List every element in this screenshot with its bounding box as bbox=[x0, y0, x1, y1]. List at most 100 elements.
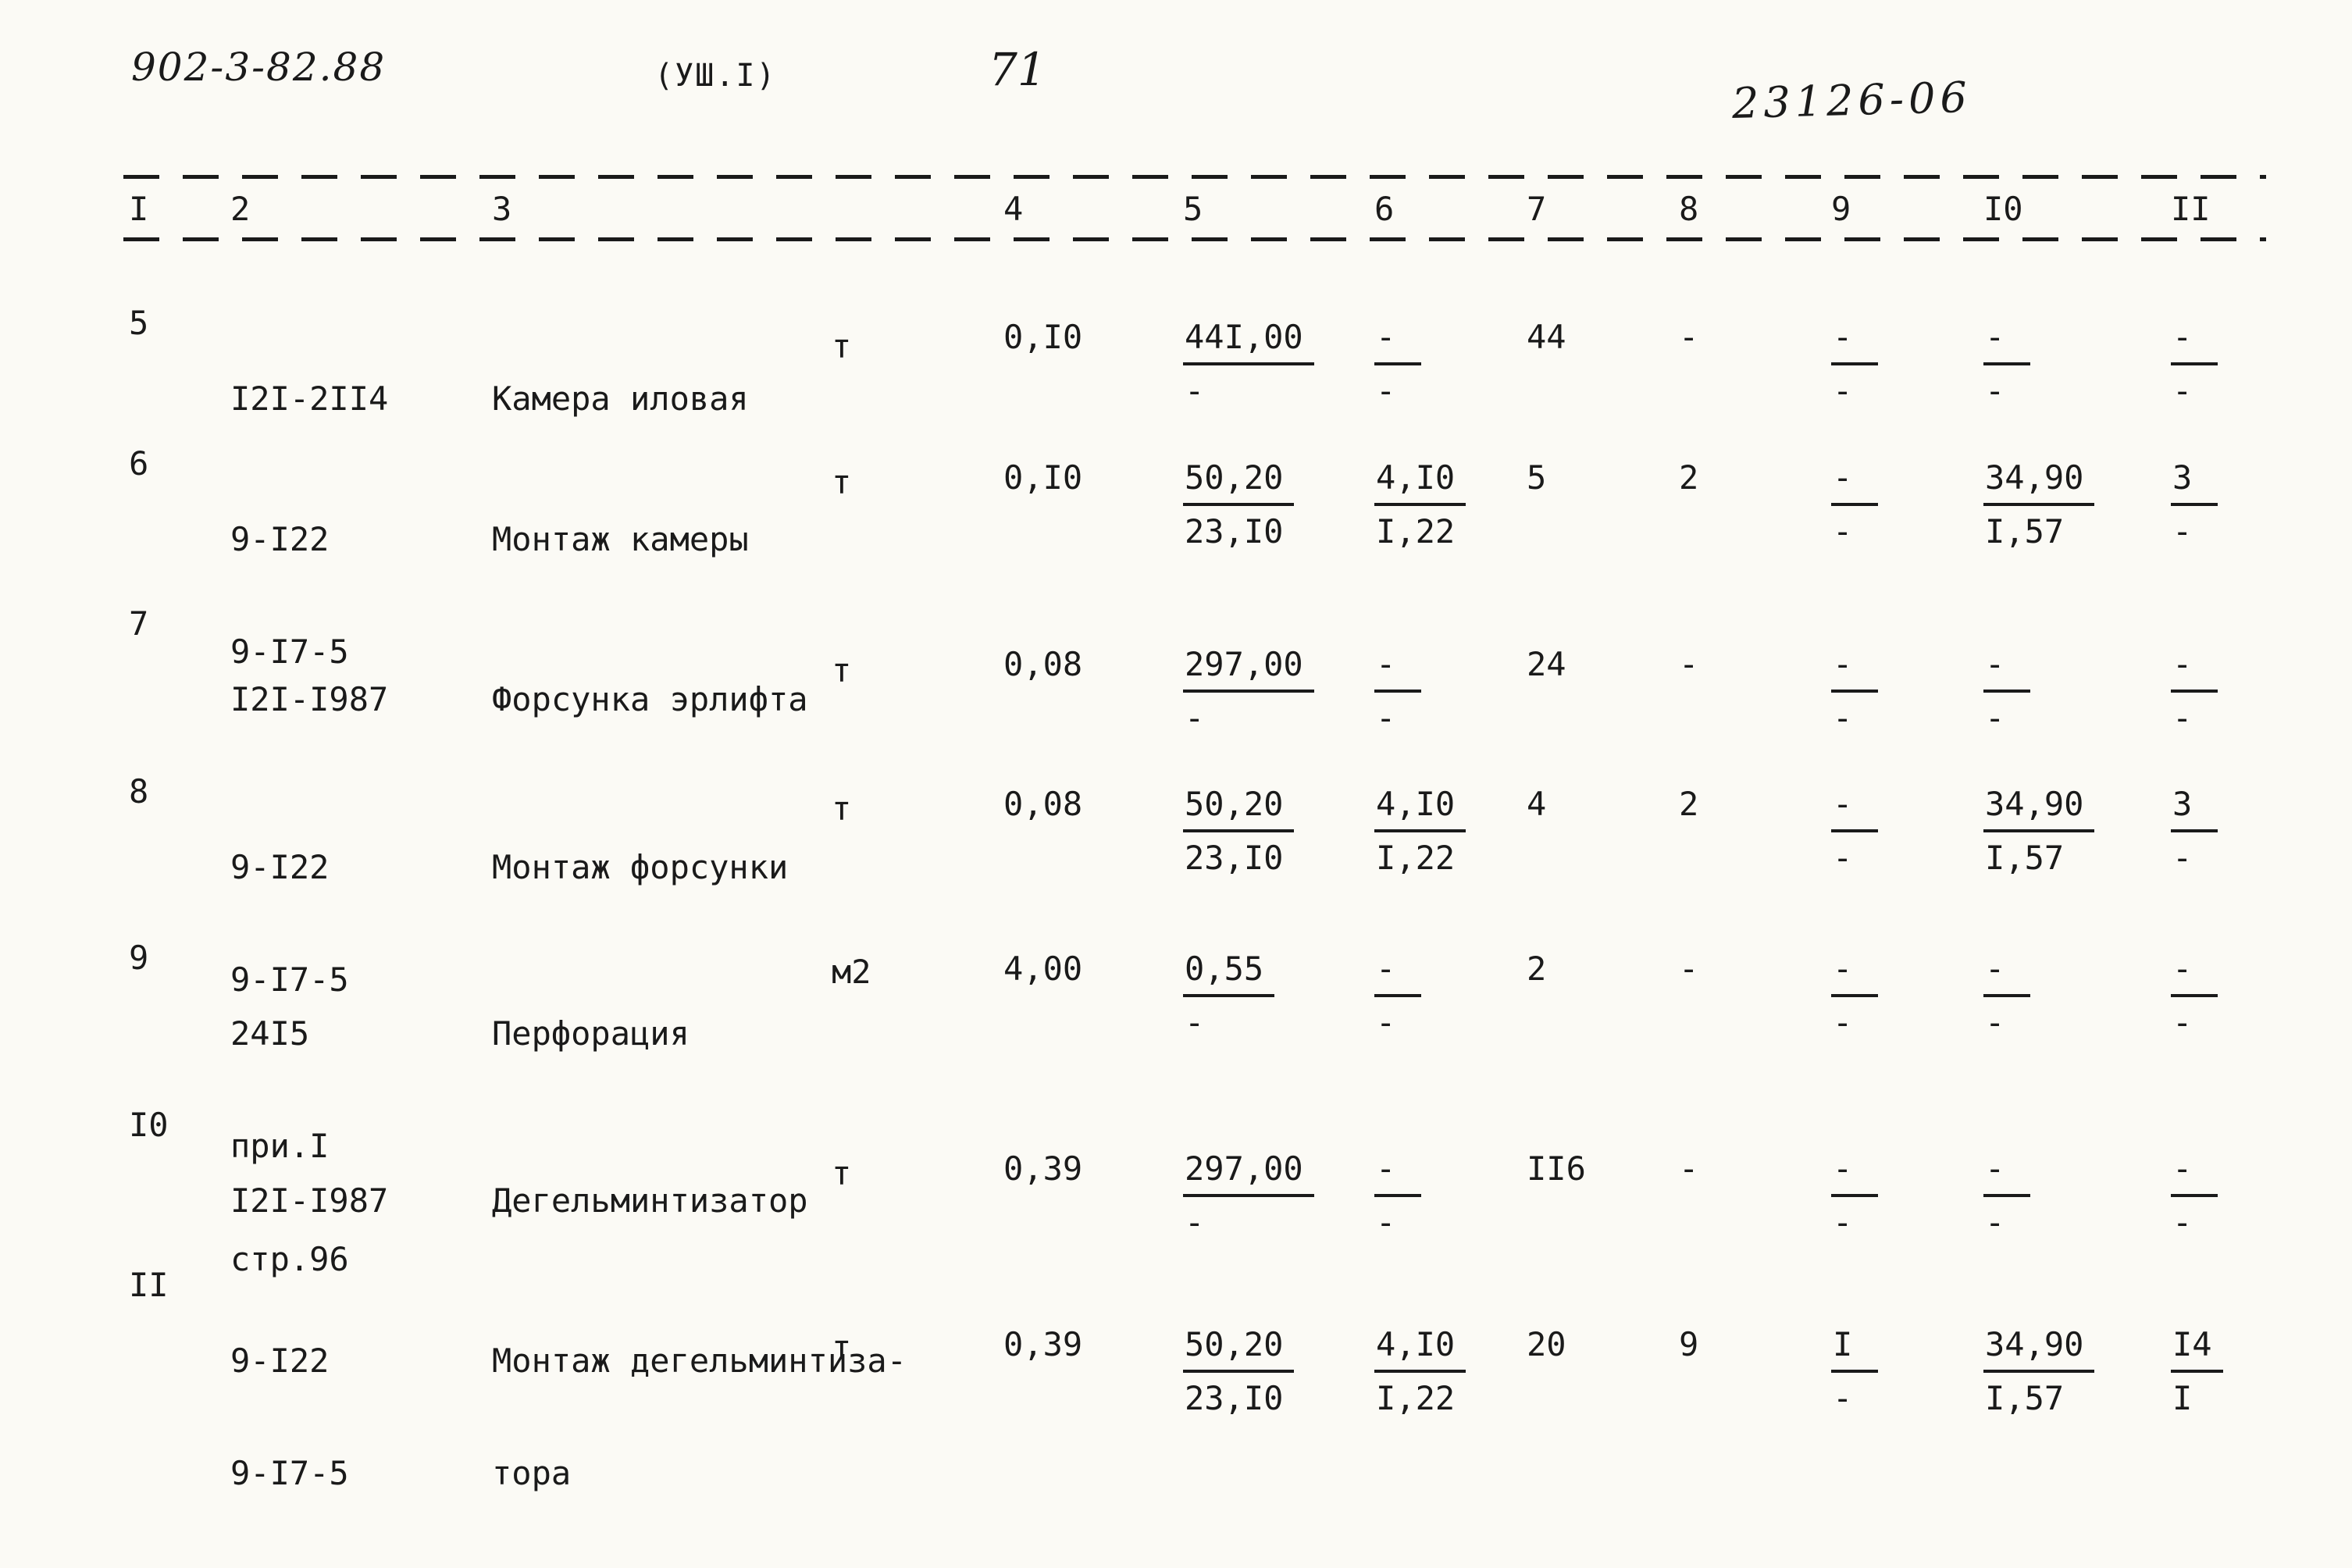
value-fraction: -- bbox=[1983, 1149, 2030, 1242]
quantity: 0,39 bbox=[1003, 1149, 1083, 1188]
fraction-top: - bbox=[1831, 645, 1878, 693]
cell-col8: - bbox=[1679, 645, 1699, 683]
fraction-top: - bbox=[1831, 1149, 1878, 1198]
cell-col11: -- bbox=[2171, 645, 2218, 738]
fraction-top: 34,90 bbox=[1983, 785, 2095, 833]
work-name-line: тора bbox=[492, 1454, 572, 1493]
cell-col6: -- bbox=[1374, 1149, 1421, 1242]
fraction-bottom: - bbox=[1833, 1203, 1853, 1242]
cell-col10: 34,90 I,57 bbox=[1983, 458, 2095, 551]
value-fraction: 3- bbox=[2171, 458, 2218, 551]
fraction-top: - bbox=[2171, 318, 2218, 366]
cell-col6: -- bbox=[1374, 318, 1421, 411]
work-name: Форсунка эрлифта bbox=[492, 605, 808, 793]
estimate-code-line: I2I-I987 bbox=[230, 679, 389, 718]
work-name-line: Дегельминтизатор bbox=[492, 1181, 808, 1220]
document-number: 902-3-82.88 bbox=[131, 45, 387, 90]
cell-col5: 50,20 23,I0 bbox=[1183, 1325, 1295, 1418]
column-header: 6 bbox=[1374, 190, 1395, 228]
value-fraction: 34,90 I,57 bbox=[1983, 785, 2095, 878]
cell-col9: -- bbox=[1831, 318, 1878, 411]
cell-col6: -- bbox=[1374, 645, 1421, 738]
fraction-bottom: - bbox=[2172, 839, 2193, 878]
fraction-bottom: - bbox=[1376, 1003, 1396, 1042]
work-name: Перфорация bbox=[492, 939, 690, 1128]
cell-col10: -- bbox=[1983, 645, 2030, 738]
fraction-bottom: - bbox=[1833, 839, 1853, 878]
column-header: 4 bbox=[1003, 190, 1024, 228]
unit: м2 bbox=[832, 953, 871, 991]
work-name: Камера иловая bbox=[492, 305, 749, 493]
cell-col11: -- bbox=[2171, 318, 2218, 411]
cell-col8: - bbox=[1679, 1149, 1699, 1188]
cell-col5: 297,00 - bbox=[1183, 645, 1314, 738]
fraction-bottom: 23,I0 bbox=[1185, 1379, 1284, 1418]
fraction-top: 50,20 bbox=[1183, 458, 1295, 507]
fraction-bottom: - bbox=[1985, 372, 2005, 411]
fraction-bottom: - bbox=[2172, 1203, 2193, 1242]
fraction-bottom: - bbox=[1833, 512, 1853, 551]
value-fraction: -- bbox=[1983, 950, 2030, 1042]
fraction-top: - bbox=[1983, 318, 2030, 366]
fraction-top: 34,90 bbox=[1983, 458, 2095, 507]
cell-col10: 34,90 I,57 bbox=[1983, 1325, 2095, 1418]
fraction-bottom: - bbox=[1185, 1203, 1205, 1242]
cell-col5: 50,20 23,I0 bbox=[1183, 785, 1295, 878]
value-fraction: 44I,00 - bbox=[1183, 318, 1314, 411]
row-index: 7 bbox=[129, 604, 149, 643]
work-name-line: Монтаж камеры bbox=[492, 519, 749, 558]
fraction-top: - bbox=[2171, 1149, 2218, 1198]
fraction-top: - bbox=[1831, 950, 1878, 998]
fraction-bottom: I,57 bbox=[1985, 512, 2065, 551]
work-name-line: Перфорация bbox=[492, 1014, 690, 1053]
estimate-code-line: при.I bbox=[230, 1127, 330, 1166]
fraction-top: - bbox=[1831, 318, 1878, 366]
column-header: I0 bbox=[1983, 190, 2023, 228]
value-fraction: I- bbox=[1831, 1325, 1878, 1418]
cell-col10: 34,90 I,57 bbox=[1983, 785, 2095, 878]
estimate-code: 9-I22 9-I7-5 bbox=[230, 1267, 349, 1568]
fraction-bottom: I,57 bbox=[1985, 1379, 2065, 1418]
value-fraction: -- bbox=[1831, 645, 1878, 738]
work-name-line: Монтаж дегельминтиза- bbox=[492, 1341, 907, 1380]
value-fraction: -- bbox=[1983, 318, 2030, 411]
value-fraction: 4,I0 I,22 bbox=[1374, 785, 1466, 878]
estimate-code-line: 9-I7-5 bbox=[230, 633, 349, 672]
fraction-top: 50,20 bbox=[1183, 1325, 1295, 1374]
column-header: 7 bbox=[1527, 190, 1547, 228]
cell-col5: 50,20 23,I0 bbox=[1183, 458, 1295, 551]
page-number: 71 bbox=[989, 43, 1046, 96]
quantity: 0,08 bbox=[1003, 645, 1083, 683]
fraction-top: - bbox=[2171, 645, 2218, 693]
cell-col10: -- bbox=[1983, 318, 2030, 411]
cell-col11: -- bbox=[2171, 950, 2218, 1042]
value-fraction: -- bbox=[1831, 318, 1878, 411]
column-header: 9 bbox=[1831, 190, 1851, 228]
fraction-top: 4,I0 bbox=[1374, 785, 1466, 833]
fraction-top: - bbox=[1983, 950, 2030, 998]
fraction-bottom: - bbox=[2172, 512, 2193, 551]
cell-col9: -- bbox=[1831, 645, 1878, 738]
fraction-bottom: - bbox=[1185, 699, 1205, 738]
fraction-top: - bbox=[2171, 950, 2218, 998]
unit: т bbox=[832, 789, 852, 828]
estimate-code-line: 9-I7-5 bbox=[230, 960, 349, 1000]
cell-col8: - bbox=[1679, 318, 1699, 356]
work-name-line: Монтаж форсунки bbox=[492, 847, 789, 886]
cell-col9: -- bbox=[1831, 950, 1878, 1042]
cell-col8: - bbox=[1679, 950, 1699, 988]
estimate-code: 24I5 при.I стр.96 bbox=[230, 939, 349, 1354]
cell-col7: 5 bbox=[1527, 458, 1547, 497]
quantity: 0,I0 bbox=[1003, 318, 1083, 356]
table-border-top-dashed bbox=[123, 175, 2266, 179]
work-name-line: Камера иловая bbox=[492, 379, 749, 418]
value-fraction: -- bbox=[1831, 458, 1878, 551]
cell-col11: -- bbox=[2171, 1149, 2218, 1242]
value-fraction: 50,20 23,I0 bbox=[1183, 1325, 1295, 1418]
unit: т bbox=[832, 327, 852, 365]
fraction-bottom: 23,I0 bbox=[1185, 839, 1284, 878]
estimate-code-line: 24I5 bbox=[230, 1014, 310, 1053]
estimate-code: I2I-I987 bbox=[230, 605, 388, 793]
fraction-top: I bbox=[1831, 1325, 1878, 1374]
fraction-bottom: - bbox=[1833, 1003, 1853, 1042]
